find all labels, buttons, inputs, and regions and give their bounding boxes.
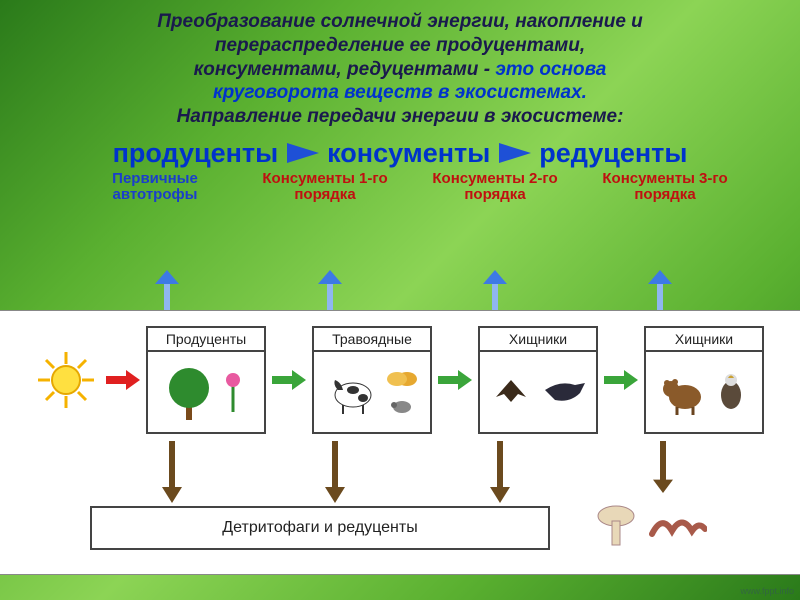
up-arrow-icon (483, 270, 507, 310)
chain-arrow-icon (438, 366, 472, 394)
box-predators-2: Хищники (644, 326, 764, 434)
predators2-pic (646, 352, 762, 432)
box-title: Хищники (480, 328, 596, 352)
down-arrow-icon (325, 441, 345, 503)
down-arrow-icon (490, 441, 510, 503)
header-line2: перераспределение ее продуцентами, (215, 35, 585, 56)
decomposers-pic (570, 496, 730, 556)
box-title: Травоядные (314, 328, 430, 352)
label-consumers-2: Консументы 2-го порядка (420, 171, 570, 204)
header-line1: Преобразование солнечной энергии, накопл… (157, 11, 643, 32)
down-arrow-icon (653, 441, 673, 493)
header-text: Преобразование солнечной энергии, накопл… (0, 0, 800, 134)
herbivores-pic (314, 352, 430, 432)
flow-producers: продуценты (113, 138, 279, 169)
label-consumers-3: Консументы 3-го порядка (590, 171, 740, 204)
trophic-labels-row: Первичные автотрофы Консументы 1-го поря… (0, 171, 800, 204)
box-title: Продуценты (148, 328, 264, 352)
watermark: www.fppt.info (740, 586, 794, 596)
label-consumers-1: Консументы 1-го порядка (250, 171, 400, 204)
predators1-pic (480, 352, 596, 432)
label-autotrophs: Первичные автотрофы (80, 171, 230, 204)
chain-arrow-icon (272, 366, 306, 394)
flow-arrow-icon (285, 139, 321, 167)
box-predators-1: Хищники (478, 326, 598, 434)
up-arrow-icon (648, 270, 672, 310)
down-arrow-icon (162, 441, 182, 503)
detritus-box: Детритофаги и редуценты (90, 506, 550, 550)
sun-icon (36, 350, 96, 410)
detritus-label: Детритофаги и редуценты (222, 519, 417, 537)
header-line3-hl: это основа (495, 59, 606, 80)
chain-row: Продуценты Травоядные Хищники Хищни (0, 326, 800, 434)
food-chain-diagram: Продуценты Травоядные Хищники Хищни (0, 310, 800, 575)
energy-flow-line: продуценты консументы редуценты (0, 134, 800, 171)
energy-arrow-icon (106, 366, 140, 394)
header-line3a: консументами, редуцентами - (194, 59, 496, 80)
box-producers: Продуценты (146, 326, 266, 434)
flow-consumers: консументы (327, 138, 490, 169)
flow-reducers: редуценты (539, 138, 687, 169)
up-arrow-icon (318, 270, 342, 310)
producers-pic (148, 352, 264, 432)
header-line5: Направление передачи энергии в экосистем… (177, 106, 624, 127)
box-herbivores: Травоядные (312, 326, 432, 434)
up-arrow-icon (155, 270, 179, 310)
box-title: Хищники (646, 328, 762, 352)
chain-arrow-icon (604, 366, 638, 394)
header-line4-hl: круговорота веществ в экосистемах. (213, 82, 587, 103)
flow-arrow-icon (497, 139, 533, 167)
